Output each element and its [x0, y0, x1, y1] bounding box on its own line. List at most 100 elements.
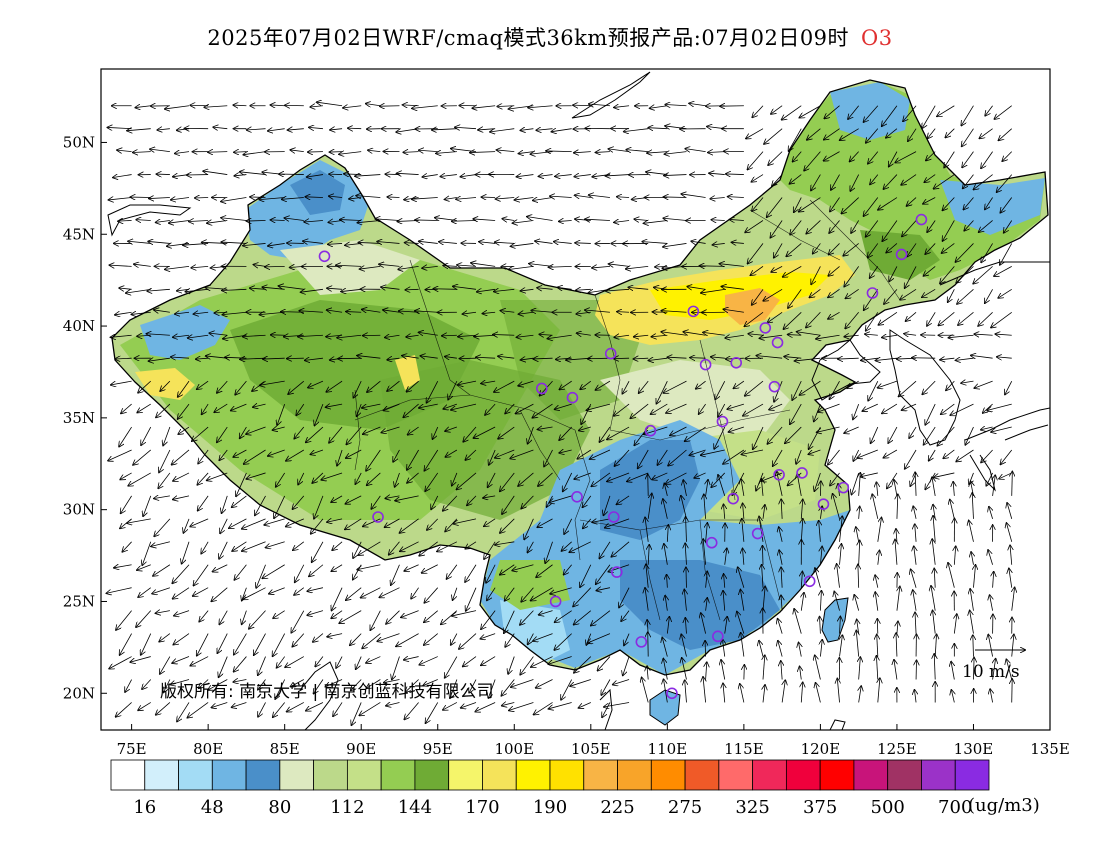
wind-arrow	[455, 127, 477, 128]
wind-arrow	[528, 106, 553, 108]
wind-arrow	[746, 128, 764, 139]
wind-arrow	[146, 334, 170, 335]
wind-arrow	[985, 289, 993, 303]
wind-arrow	[303, 241, 323, 243]
colorbar-tick-label: 16	[133, 797, 156, 818]
wind-arrow	[652, 335, 668, 337]
wind-arrow	[395, 472, 400, 487]
wind-arrow	[848, 105, 859, 119]
wind-arrow	[859, 473, 861, 496]
wind-arrow	[662, 311, 687, 313]
wind-arrow	[689, 103, 706, 105]
wind-arrow	[664, 380, 687, 393]
wind-arrow	[437, 541, 458, 552]
india-coast	[299, 661, 339, 730]
wind-arrow	[201, 541, 209, 554]
wind-arrow	[729, 426, 744, 432]
wind-arrow	[121, 403, 132, 413]
wind-arrow	[882, 220, 898, 241]
wind-arrow	[219, 449, 228, 460]
wind-arrow	[932, 477, 935, 496]
wind-arrow	[539, 610, 553, 615]
wind-arrow	[188, 335, 209, 338]
wind-arrow	[156, 611, 170, 614]
wind-arrow	[913, 590, 916, 611]
wind-arrow	[521, 129, 534, 131]
lon-tick-label: 115E	[724, 740, 764, 758]
wind-arrow	[790, 220, 802, 234]
wind-arrow	[234, 633, 247, 655]
wind-arrow	[943, 449, 955, 458]
wind-arrow	[940, 266, 955, 283]
wind-arrow	[117, 150, 132, 152]
wind-arrow	[243, 152, 266, 155]
wind-arrow	[899, 380, 917, 396]
wind-arrow	[958, 311, 974, 325]
wind-arrow	[886, 243, 898, 252]
wind-arrow	[974, 334, 993, 335]
wind-arrow	[134, 264, 151, 266]
wind-arrow	[329, 196, 343, 197]
wind-arrow	[710, 198, 725, 199]
wind-arrow	[153, 564, 171, 576]
wind-arrow	[943, 220, 955, 240]
wind-arrow	[486, 564, 496, 583]
wind-arrow	[555, 403, 572, 409]
wind-arrow	[971, 552, 973, 565]
hunan-boundary	[699, 519, 721, 621]
wind-arrow	[194, 564, 209, 586]
wind-arrow	[549, 495, 572, 503]
wind-arrow	[204, 106, 228, 108]
colorbar-swatch	[752, 759, 787, 791]
wind-arrow	[801, 593, 804, 611]
wind-arrow	[668, 449, 687, 466]
wind-arrow	[963, 174, 974, 189]
wind-arrow	[1006, 523, 1013, 542]
wind-arrow	[814, 472, 821, 491]
wind-arrow	[500, 472, 515, 491]
wind-arrow	[950, 500, 955, 519]
wind-arrow	[619, 587, 630, 608]
wind-arrow	[886, 128, 898, 138]
wind-arrow	[830, 380, 840, 399]
wind-arrow	[465, 541, 477, 549]
wind-arrow	[110, 265, 132, 266]
wind-arrow	[383, 310, 400, 312]
wind-arrow	[734, 380, 745, 388]
wind-arrow	[496, 198, 515, 199]
wind-arrow	[657, 449, 668, 465]
wind-arrow	[647, 494, 652, 519]
wind-arrow	[343, 106, 362, 108]
wind-arrow	[273, 427, 285, 430]
wind-arrow	[474, 426, 496, 438]
wind-arrow	[132, 312, 151, 314]
wind-arrow	[858, 565, 859, 588]
wind-arrow	[296, 403, 305, 415]
wind-arrow	[946, 380, 955, 390]
wind-arrow	[942, 243, 955, 253]
wind-arrow	[194, 312, 209, 314]
wind-arrow	[528, 541, 534, 552]
wind-arrow	[878, 197, 898, 210]
wind-arrow	[962, 151, 974, 168]
wind-arrow	[545, 541, 553, 563]
wind-arrow	[209, 333, 228, 335]
wind-arrow	[515, 198, 534, 200]
wind-arrow	[964, 220, 974, 230]
wind-arrow	[696, 380, 706, 389]
wind-arrow	[422, 564, 438, 573]
wind-arrow	[452, 610, 477, 616]
wind-arrow	[667, 525, 668, 542]
wind-arrow	[816, 334, 840, 339]
wind-arrow	[1012, 472, 1013, 496]
wind-arrow	[470, 152, 496, 153]
wind-arrow	[724, 504, 725, 519]
wind-arrow	[355, 472, 362, 484]
wind-arrow	[415, 220, 438, 221]
wind-arrow	[811, 174, 821, 191]
wind-arrow	[583, 518, 592, 528]
wind-arrow	[925, 243, 936, 254]
wind-arrow	[439, 242, 457, 244]
wind-arrow	[911, 569, 917, 588]
